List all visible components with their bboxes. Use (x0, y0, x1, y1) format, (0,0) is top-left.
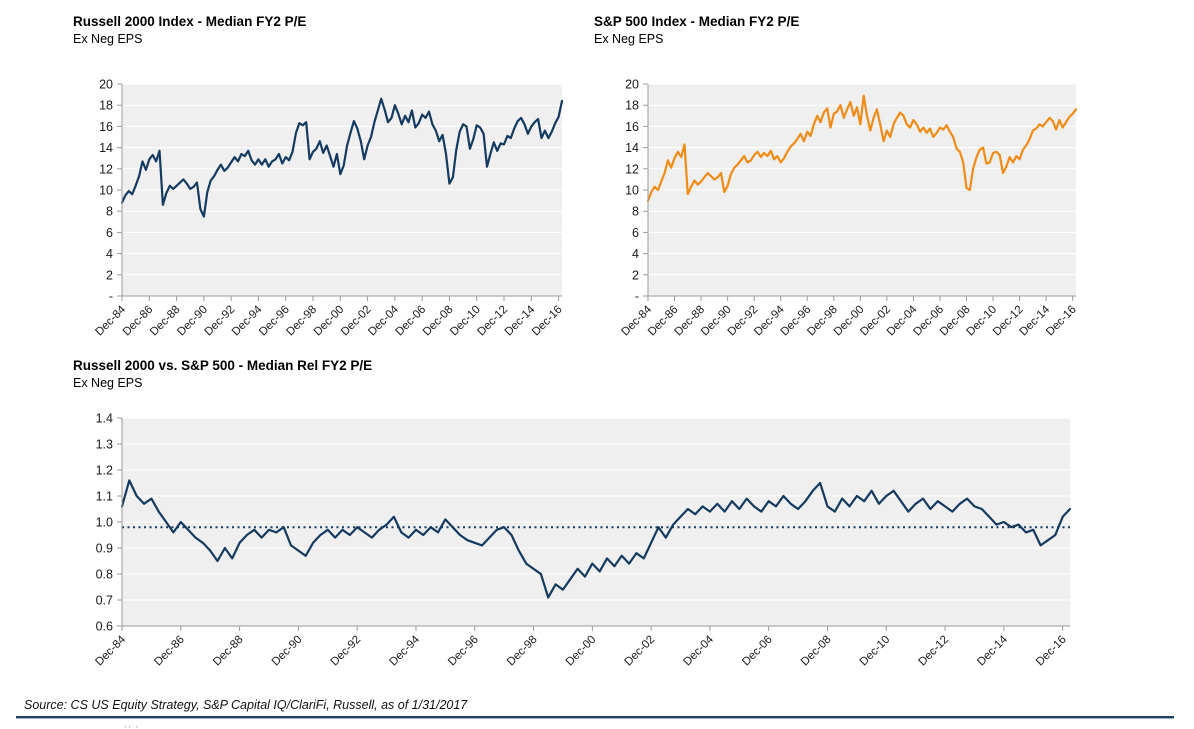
data-series-line (120, 97, 564, 218)
y-tick-label: 14 (625, 141, 639, 155)
y-tick-label: 4 (106, 247, 113, 261)
x-tick-label: Dec-16 (1044, 304, 1079, 339)
y-tick-label: 12 (625, 162, 639, 176)
y-tick-label: 6 (106, 226, 113, 240)
y-tick-label: 8 (106, 205, 113, 219)
x-tick-label: Dec-16 (530, 304, 565, 339)
y-tick-label: 4 (632, 247, 639, 261)
chart-title: Russell 2000 vs. S&P 500 - Median Rel FY… (73, 358, 373, 373)
y-tick-label: 10 (99, 184, 113, 198)
y-tick-label: 0.7 (96, 594, 113, 608)
sp500-chart-header: S&P 500 Index - Median FY2 P/E Ex Neg EP… (594, 13, 799, 47)
chart-title: S&P 500 Index - Median FY2 P/E (594, 14, 800, 29)
chart-subtitle: Ex Neg EPS (73, 32, 143, 46)
clipped-text-artifact: '' ' (125, 726, 185, 729)
x-tick-label: Dec-84 (93, 633, 128, 668)
data-series-line (646, 94, 1078, 202)
y-tick-label: 18 (625, 99, 639, 113)
y-tick-label: 1.2 (96, 464, 113, 478)
x-tick-label: Dec-94 (387, 633, 422, 668)
y-tick-label: 8 (632, 205, 639, 219)
x-tick-label: Dec-10 (858, 634, 893, 669)
x-tick-label: Dec-00 (564, 634, 599, 669)
x-tick-label: Dec-88 (211, 634, 246, 669)
x-tick-label: Dec-96 (446, 634, 481, 669)
y-tick-label: 16 (99, 120, 113, 134)
source-note: Source: CS US Equity Strategy, S&P Capit… (24, 698, 468, 712)
y-tick-label: 16 (625, 120, 639, 134)
chart-title: Russell 2000 Index - Median FY2 P/E (73, 14, 307, 29)
x-tick-label: Dec-04 (681, 633, 716, 668)
y-tick-label: 1.1 (96, 490, 113, 504)
x-tick-label: Dec-14 (975, 633, 1010, 668)
y-tick-label: 14 (99, 141, 113, 155)
x-tick-label: Dec-92 (329, 634, 364, 669)
footer-rule (16, 716, 1174, 719)
y-tick-label: 20 (625, 78, 639, 92)
x-tick-label: Dec-98 (505, 634, 540, 669)
x-tick-label: Dec-86 (152, 634, 187, 669)
sp500-pe-line-chart: 2018161412108642-Dec-84Dec-86Dec-88Dec-9… (619, 78, 1079, 339)
x-tick-label: Dec-02 (623, 634, 658, 669)
y-tick-label: 0.6 (96, 620, 113, 634)
y-tick-label: - (635, 290, 639, 304)
y-tick-label: 12 (99, 162, 113, 176)
y-tick-label: 20 (99, 78, 113, 92)
data-series-line (120, 479, 1072, 599)
y-tick-label: 10 (625, 184, 639, 198)
x-tick-label: Dec-12 (916, 634, 951, 669)
chart-subtitle: Ex Neg EPS (73, 376, 143, 390)
y-tick-label: 0.8 (96, 568, 113, 582)
y-tick-label: 1.4 (96, 412, 113, 426)
y-tick-label: 2 (632, 268, 639, 282)
relative-pe-chart-header: Russell 2000 vs. S&P 500 - Median Rel FY… (73, 357, 372, 391)
y-tick-label: 2 (106, 268, 113, 282)
x-tick-label: Dec-08 (799, 634, 834, 669)
x-tick-label: Dec-06 (740, 634, 775, 669)
russell-2000-pe-line-chart: 2018161412108642-Dec-84Dec-86Dec-88Dec-9… (93, 78, 565, 339)
y-tick-label: 1.0 (96, 516, 113, 530)
y-tick-label: 6 (632, 226, 639, 240)
x-tick-label: Dec-16 (1034, 634, 1069, 669)
russell-2000-chart-header: Russell 2000 Index - Median FY2 P/E Ex N… (73, 13, 306, 47)
y-tick-label: - (109, 290, 113, 304)
chart-subtitle: Ex Neg EPS (594, 32, 664, 46)
x-tick-label: Dec-90 (270, 634, 305, 669)
y-tick-label: 0.9 (96, 542, 113, 556)
y-tick-label: 18 (99, 99, 113, 113)
y-tick-label: 1.3 (96, 438, 113, 452)
